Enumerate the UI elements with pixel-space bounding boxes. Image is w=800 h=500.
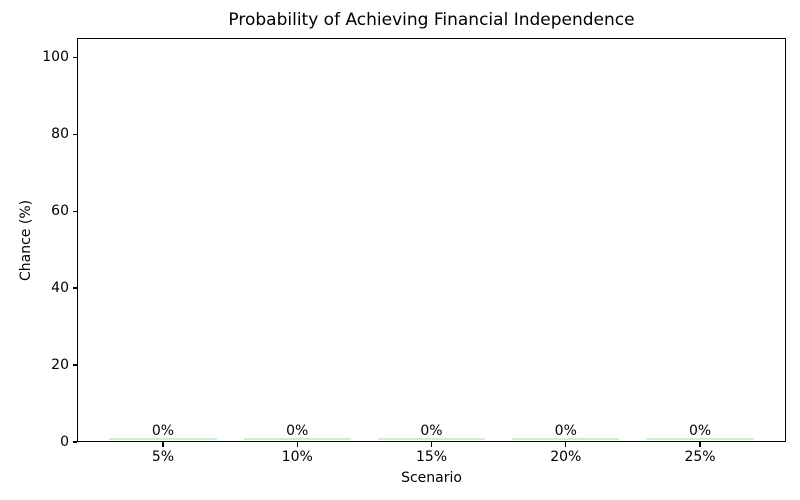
x-tick-label: 20% xyxy=(550,449,582,465)
x-tick-label: 25% xyxy=(684,449,716,465)
y-tick-label: 100 xyxy=(42,49,69,66)
chart-title: Probability of Achieving Financial Indep… xyxy=(228,10,635,30)
y-tick-mark xyxy=(72,133,77,135)
bar xyxy=(512,438,620,440)
plot-area xyxy=(77,38,786,442)
x-tick-label: 5% xyxy=(151,449,175,465)
x-tick-label: 15% xyxy=(415,449,448,465)
x-tick-mark xyxy=(565,442,567,447)
y-tick-mark xyxy=(72,364,77,366)
y-tick-label: 0 xyxy=(60,434,69,450)
y-tick-mark xyxy=(72,441,77,443)
x-tick-mark xyxy=(430,442,433,447)
bar-value-label: 0% xyxy=(420,423,443,439)
y-tick-label: 20 xyxy=(51,357,69,374)
y-tick-mark xyxy=(72,287,77,289)
y-tick-label: 60 xyxy=(51,203,69,220)
x-tick-label: 10% xyxy=(281,449,313,465)
y-tick-mark xyxy=(72,56,77,58)
bar-value-label: 0% xyxy=(286,423,309,439)
x-tick-mark xyxy=(296,442,298,447)
bar-value-label: 0% xyxy=(151,423,175,439)
bar xyxy=(109,438,217,440)
x-axis-label: Scenario xyxy=(401,470,462,486)
bar-value-label: 0% xyxy=(688,423,712,439)
bar xyxy=(243,438,351,440)
y-tick-mark xyxy=(72,210,77,212)
bar-value-label: 0% xyxy=(554,423,577,439)
y-tick-label: 40 xyxy=(51,280,69,297)
y-axis-label: Chance (%) xyxy=(18,199,34,281)
y-tick-label: 80 xyxy=(51,126,69,143)
bar xyxy=(377,438,486,440)
bar xyxy=(646,438,754,440)
x-tick-mark xyxy=(699,442,701,447)
x-tick-mark xyxy=(162,442,164,447)
